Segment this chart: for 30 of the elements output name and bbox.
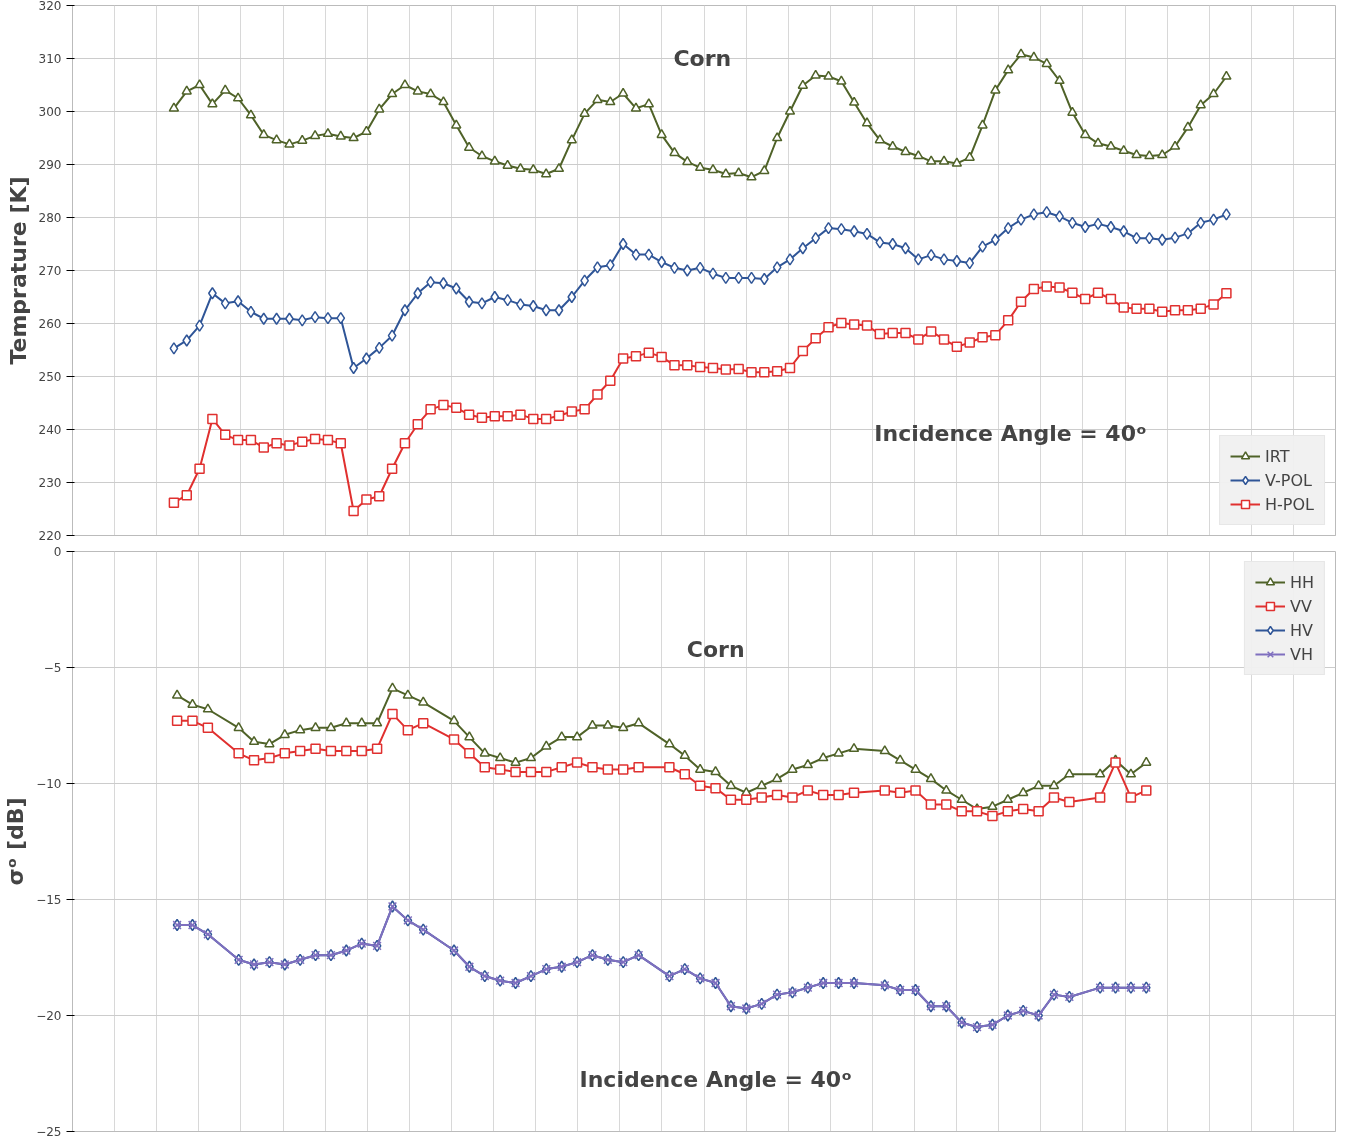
- y-tick-label: −5: [43, 661, 62, 675]
- legend-label: HH: [1289, 572, 1314, 592]
- text: Corn: [673, 45, 732, 71]
- text: Corn: [686, 636, 745, 662]
- y-tick-label: 250: [38, 370, 62, 384]
- y-tick-label: 220: [38, 529, 62, 543]
- y-tick-label: 280: [38, 211, 62, 225]
- y-tick-label: −25: [36, 1125, 62, 1139]
- legend-label: HV: [1289, 620, 1313, 640]
- legend-label: VH: [1289, 644, 1313, 664]
- y-tick-label: −20: [36, 1009, 62, 1023]
- legend-label: IRT: [1265, 446, 1290, 466]
- y-axis-title: σᵒ [dB]: [3, 797, 29, 886]
- y-tick-label: 300: [38, 105, 62, 119]
- y-tick-label: −15: [36, 893, 62, 907]
- y-tick-label: 270: [38, 264, 62, 278]
- annotation: Incidence Angle = 40ᵒ: [874, 420, 1147, 446]
- y-tick-label: 240: [38, 423, 62, 437]
- y-tick-label: 230: [38, 476, 62, 490]
- annotation: Incidence Angle = 40ᵒ: [579, 1066, 852, 1092]
- y-tick-label: 320: [38, 0, 62, 13]
- y-tick-label: −10: [36, 777, 62, 791]
- legend-label: H-POL: [1265, 494, 1314, 514]
- y-tick-label: 290: [38, 158, 62, 172]
- y-axis-title: Temprature [K]: [5, 176, 31, 365]
- y-tick-label: 310: [38, 52, 62, 66]
- y-tick-label: 0: [53, 545, 62, 559]
- y-tick-label: 260: [38, 317, 62, 331]
- legend-label: VV: [1289, 596, 1312, 616]
- legend-label: V-POL: [1265, 470, 1312, 490]
